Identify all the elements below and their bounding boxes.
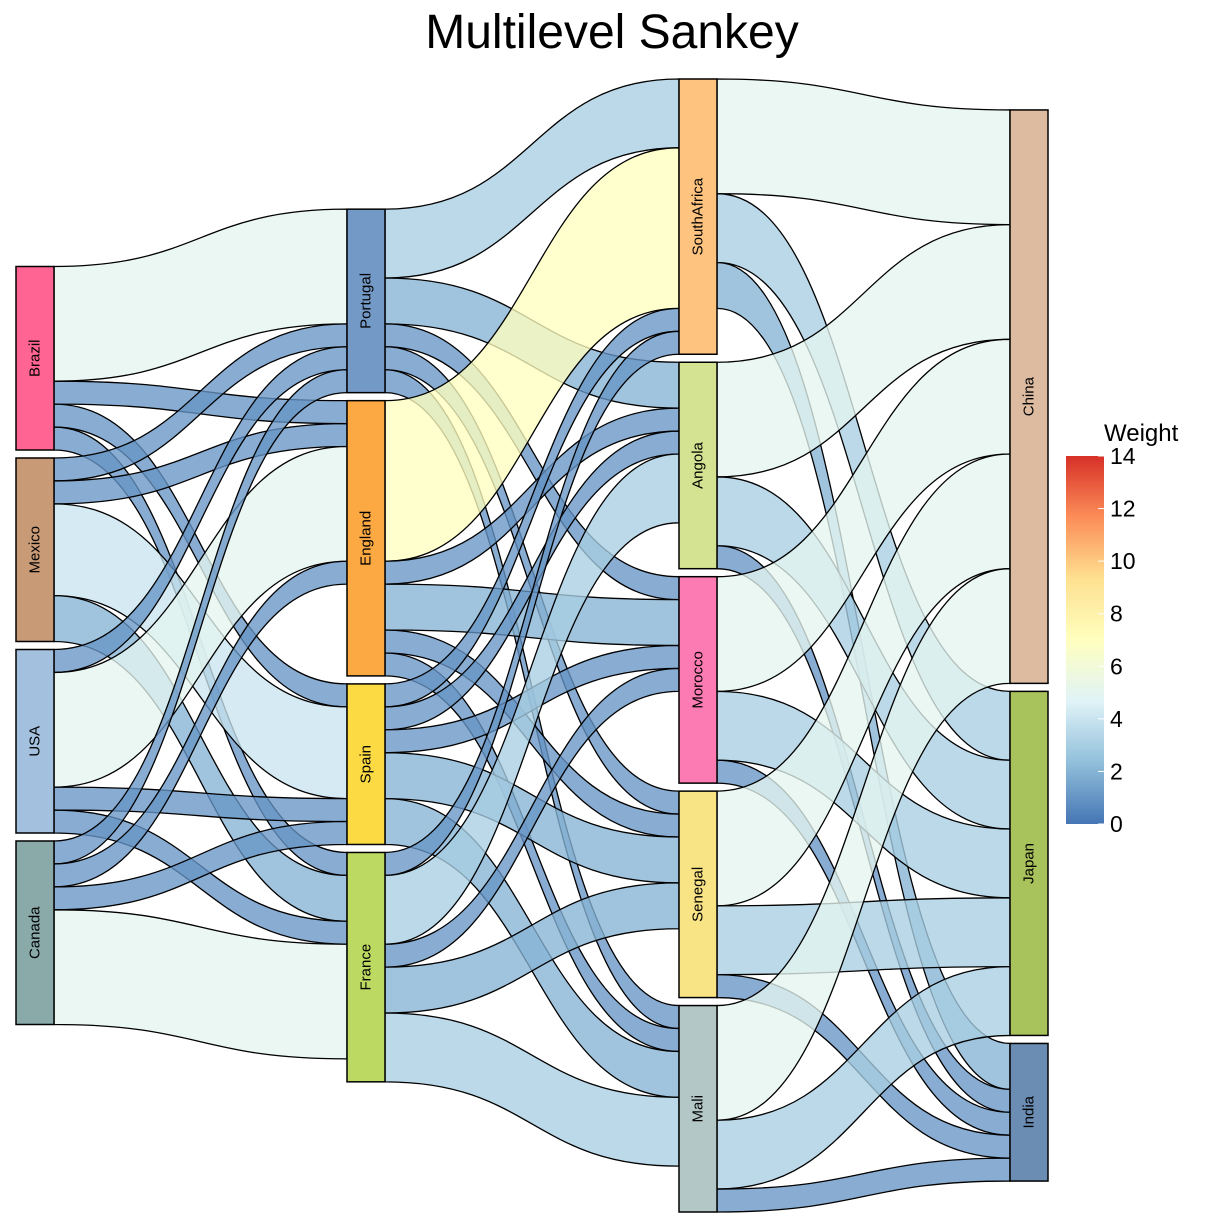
node-bar-mexico — [15, 457, 55, 643]
links-layer — [53, 78, 1011, 1213]
legend-tick-label: 8 — [1110, 601, 1123, 627]
node-mali: Mali — [678, 1004, 718, 1213]
legend-tick-label: 10 — [1110, 548, 1136, 574]
node-label-france: France — [358, 944, 375, 991]
node-morocco: Morocco — [678, 575, 718, 784]
node-label-japan: Japan — [1021, 843, 1038, 884]
color-legend: Weight 0 2 4 6 8 10 12 14 — [1066, 420, 1179, 837]
node-label-mali: Mali — [690, 1095, 707, 1123]
node-label-india: India — [1021, 1095, 1038, 1128]
node-bar-china — [1009, 109, 1049, 685]
node-bar-angola — [678, 361, 718, 570]
node-label-brazil: Brazil — [27, 339, 44, 377]
node-bar-japan — [1009, 690, 1049, 1037]
node-label-canada: Canada — [27, 906, 44, 959]
node-label-southafrica: SouthAfrica — [690, 177, 707, 255]
node-label-spain: Spain — [358, 745, 375, 783]
node-label-portugal: Portugal — [358, 273, 375, 329]
node-mexico: Mexico — [15, 457, 55, 643]
link-brazil-portugal — [53, 208, 348, 382]
node-bar-usa — [15, 648, 55, 834]
node-label-usa: USA — [27, 726, 44, 757]
legend-tick-label: 2 — [1110, 758, 1123, 784]
node-usa: USA — [15, 648, 55, 834]
node-bar-mali — [678, 1004, 718, 1213]
node-bar-morocco — [678, 575, 718, 784]
node-england: England — [346, 399, 386, 677]
node-bar-southafrica — [678, 78, 718, 355]
node-bar-india — [1009, 1042, 1049, 1182]
node-label-england: England — [358, 511, 375, 566]
node-angola: Angola — [678, 361, 718, 570]
node-bar-france — [346, 851, 386, 1083]
node-label-angola: Angola — [690, 441, 707, 488]
node-bar-senegal — [678, 790, 718, 999]
node-label-morocco: Morocco — [690, 651, 707, 709]
node-japan: Japan — [1009, 690, 1049, 1037]
legend-tick-label: 4 — [1110, 706, 1123, 732]
node-spain: Spain — [346, 683, 386, 846]
node-france: France — [346, 851, 386, 1083]
legend-title: Weight — [1104, 420, 1179, 447]
chart-title: Multilevel Sankey — [425, 6, 799, 59]
node-india: India — [1009, 1042, 1049, 1182]
nodes-layer: Brazil Mexico USA Canada Portugal England Spai… — [15, 78, 1049, 1213]
node-label-senegal: Senegal — [690, 867, 707, 922]
node-bar-portugal — [346, 208, 386, 394]
node-bar-england — [346, 399, 386, 677]
node-bar-brazil — [15, 265, 55, 451]
legend-tick-label: 6 — [1110, 653, 1123, 679]
node-label-china: China — [1021, 376, 1038, 416]
link-southafrica-china — [716, 78, 1011, 226]
node-senegal: Senegal — [678, 790, 718, 999]
node-label-mexico: Mexico — [27, 526, 44, 574]
node-brazil: Brazil — [15, 265, 55, 451]
node-bar-canada — [15, 840, 55, 1026]
node-canada: Canada — [15, 840, 55, 1026]
legend-tick-label: 14 — [1110, 443, 1136, 469]
link-senegal-japan — [716, 897, 1011, 976]
node-china: China — [1009, 109, 1049, 685]
legend-colorbar — [1066, 456, 1104, 824]
legend-tick-label: 0 — [1110, 811, 1123, 837]
node-portugal: Portugal — [346, 208, 386, 394]
legend-tick-label: 12 — [1110, 496, 1136, 522]
node-southafrica: SouthAfrica — [678, 78, 718, 355]
node-bar-spain — [346, 683, 386, 846]
